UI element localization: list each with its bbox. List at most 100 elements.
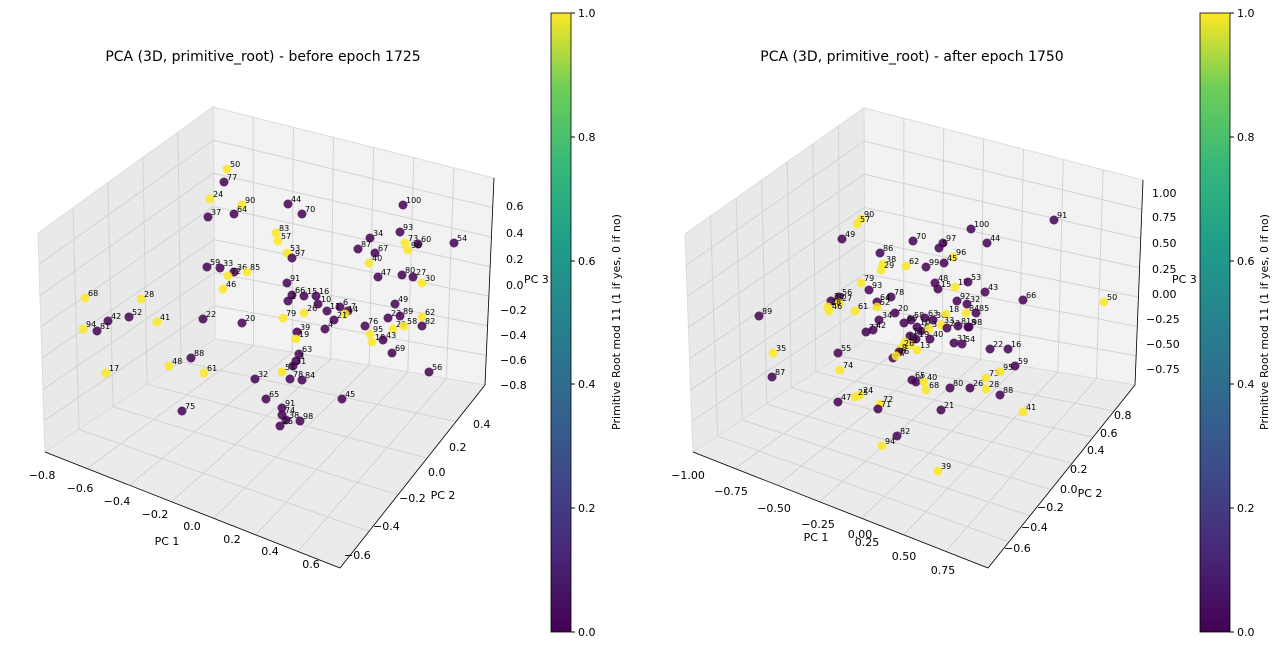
point-label: 81 xyxy=(961,317,971,326)
scatter-point xyxy=(1010,361,1020,371)
right-z-tick-label: 0.75 xyxy=(1152,211,1177,224)
point-label: 62 xyxy=(909,257,919,266)
scatter-point xyxy=(964,322,974,332)
scatter-point xyxy=(335,302,345,312)
scatter-point xyxy=(952,296,962,306)
point-label: 49 xyxy=(845,230,855,239)
scatter-point xyxy=(237,318,247,328)
gridline xyxy=(945,378,1097,552)
gridline xyxy=(812,143,817,373)
point-label: 74 xyxy=(285,406,295,415)
scatter-point xyxy=(945,383,955,393)
point-label: 14 xyxy=(348,305,358,314)
point-label: 16 xyxy=(1011,340,1021,349)
point-label: 51 xyxy=(285,363,295,372)
gridline xyxy=(735,197,743,421)
scatter-point xyxy=(901,261,911,271)
gridline xyxy=(42,272,215,390)
scatter-point xyxy=(874,315,884,325)
gridline xyxy=(142,157,148,385)
point-label: 53 xyxy=(290,244,300,253)
point-label: 74 xyxy=(843,361,853,370)
point-label: 49 xyxy=(398,295,408,304)
gridline xyxy=(86,345,254,469)
point-label: 66 xyxy=(295,286,305,295)
point-label: 91 xyxy=(290,274,300,283)
point-label: 9 xyxy=(902,343,907,352)
scatter-point xyxy=(320,324,330,334)
point-label: 31 xyxy=(957,334,967,343)
right-y-tick-label: 0.2 xyxy=(1070,463,1088,476)
point-label: 77 xyxy=(227,173,237,182)
point-label: 31 xyxy=(296,357,306,366)
gridline xyxy=(689,240,865,359)
point-label: 5 xyxy=(942,239,947,248)
gridline xyxy=(861,365,1020,519)
scatter-point xyxy=(288,361,298,371)
point-label: 25 xyxy=(858,388,868,397)
scatter-point xyxy=(942,323,952,333)
scatter-point xyxy=(985,344,995,354)
right-colorbar-label: Primitive Root mod 11 (1 if yes, 0 if no… xyxy=(1258,214,1271,430)
left-z-tick-label: 0.0 xyxy=(506,279,524,292)
scatter-point xyxy=(360,321,370,331)
scatter-point xyxy=(101,368,111,378)
point-label: 26 xyxy=(307,304,317,313)
scatter-point xyxy=(912,345,922,355)
gridline xyxy=(1018,149,1024,366)
point-label: 85 xyxy=(250,263,260,272)
point-label: 13 xyxy=(920,341,930,350)
scatter-point xyxy=(277,403,287,413)
point-label: 45 xyxy=(345,390,355,399)
right-y-tick-label: −0.4 xyxy=(1021,521,1048,534)
point-label: 7 xyxy=(351,302,356,311)
point-label: 34 xyxy=(373,229,383,238)
right-x-tick-label: −0.50 xyxy=(757,502,791,515)
left-y-tick-label: 0.0 xyxy=(428,466,446,479)
scatter-point xyxy=(754,311,764,321)
left-chart-title: PCA (3D, primitive_root) - before epoch … xyxy=(105,49,420,65)
scatter-point xyxy=(833,397,843,407)
scatter-point xyxy=(911,377,921,387)
point-label: 27 xyxy=(842,294,852,303)
scatter-point xyxy=(297,209,307,219)
point-label: 58 xyxy=(914,311,924,320)
right-gridlines xyxy=(685,118,1142,552)
scatter-point xyxy=(908,236,918,246)
scatter-point xyxy=(222,164,232,174)
scatter-point xyxy=(924,324,934,334)
scatter-point xyxy=(424,367,434,377)
gridline xyxy=(41,239,215,359)
scatter-point xyxy=(837,234,847,244)
point-label: 58 xyxy=(407,317,417,326)
gridline xyxy=(78,428,370,532)
point-label: 41 xyxy=(160,313,170,322)
scatter-point xyxy=(835,365,845,375)
gridline xyxy=(43,305,215,422)
scatter-point xyxy=(965,383,975,393)
point-label: 80 xyxy=(405,266,415,275)
gridline xyxy=(819,358,982,503)
point-label: 26 xyxy=(904,339,914,348)
point-label: 90 xyxy=(245,196,255,205)
point-label: 95 xyxy=(373,325,383,334)
scatter-point xyxy=(1018,295,1028,305)
scatter-point xyxy=(941,309,951,319)
point-label: 54 xyxy=(965,335,975,344)
left-x-tick-label: 0.2 xyxy=(223,533,241,546)
point-label: 91 xyxy=(285,399,295,408)
point-label: 6 xyxy=(343,298,348,307)
scatter-point xyxy=(962,299,972,309)
point-label: 69 xyxy=(395,344,405,353)
gridline xyxy=(445,167,455,379)
point-label: 10 xyxy=(920,318,930,327)
left-z-tick-label: 0.4 xyxy=(506,227,524,240)
right-z-axis-label: PC 3 xyxy=(1172,273,1197,286)
point-label: 16 xyxy=(319,287,329,296)
point-label: 3 xyxy=(299,352,304,361)
point-label: 39 xyxy=(300,323,310,332)
left-y-tick-label: 0.2 xyxy=(449,441,467,454)
point-label: 37 xyxy=(896,349,906,358)
scatter-point xyxy=(390,299,400,309)
